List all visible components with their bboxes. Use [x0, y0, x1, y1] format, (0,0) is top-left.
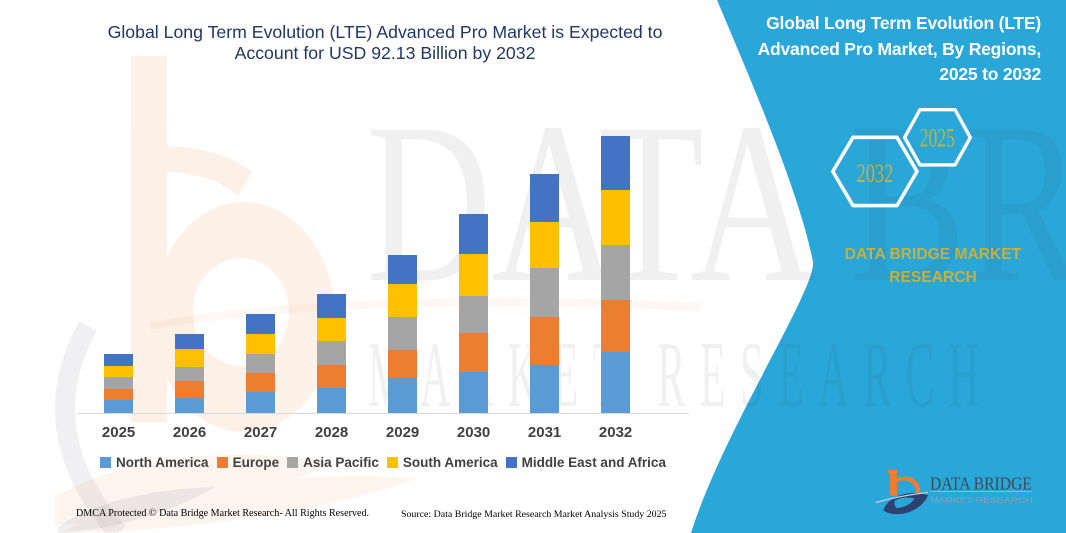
- svg-text:2032: 2032: [857, 159, 894, 188]
- svg-text:MARKET RESEARCH: MARKET RESEARCH: [930, 496, 1033, 505]
- svg-text:DATA BRIDGE: DATA BRIDGE: [930, 474, 1032, 494]
- svg-text:2025: 2025: [920, 124, 955, 153]
